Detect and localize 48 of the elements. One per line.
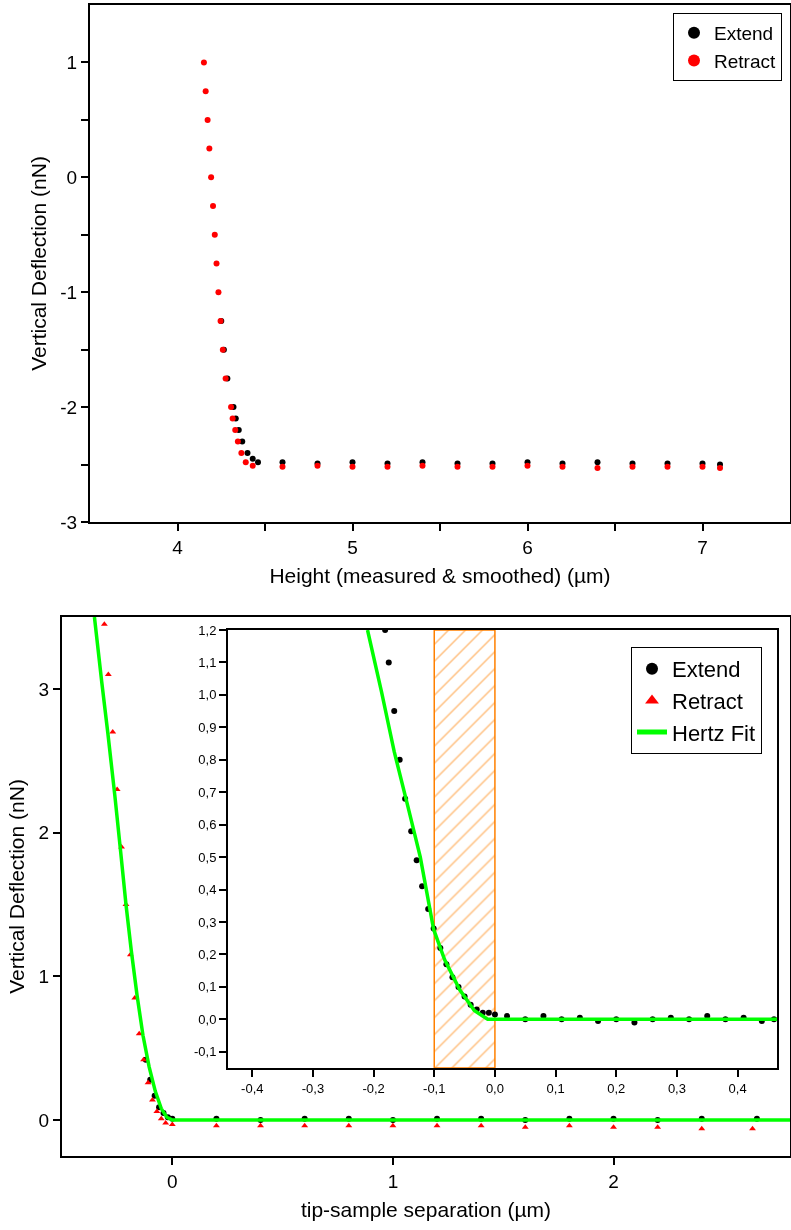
y-tick-label: -1 (60, 281, 78, 303)
x-tick-label: 4 (172, 536, 184, 558)
y-tick-label: 0 (66, 166, 78, 188)
y-tick-label: -2 (60, 396, 78, 418)
x-tick-label: 0,3 (667, 1080, 686, 1096)
x-tick-label: -0,1 (423, 1080, 446, 1096)
legend-label: Retract (714, 50, 776, 72)
x-tick-label: 0,2 (607, 1080, 626, 1096)
y-axis-title: Vertical Deflection (nN) (26, 156, 50, 371)
y-tick-label: 2 (38, 822, 50, 844)
y-axis-title: Vertical Deflection (nN) (5, 779, 29, 994)
y-tick-label: 1,0 (198, 687, 217, 703)
y-tick-label: 0,0 (198, 1011, 217, 1027)
x-tick-label: 2 (608, 1170, 619, 1192)
x-tick-label: -0,4 (241, 1080, 264, 1096)
legend-label: Extend (672, 657, 741, 683)
y-tick-label: 0,1 (198, 979, 217, 995)
x-tick-label: 6 (522, 536, 533, 558)
x-tick-label: 1 (387, 1170, 399, 1192)
y-tick-label: 0 (38, 1109, 50, 1131)
x-tick-label: -0,3 (301, 1080, 325, 1096)
y-tick-label: 0,4 (198, 882, 217, 898)
y-tick-label: 1 (66, 52, 78, 74)
y-tick-label: -3 (60, 511, 78, 533)
y-tick-label: 0,3 (198, 914, 217, 930)
x-tick-label: 0,4 (728, 1080, 747, 1096)
x-tick-label: 5 (347, 536, 358, 558)
x-tick-label: -0,2 (362, 1080, 385, 1096)
y-tick-label: 0,7 (198, 784, 217, 800)
x-tick-label: 0 (167, 1170, 178, 1192)
y-tick-label: 0,9 (198, 719, 217, 735)
y-tick-label: 1,2 (198, 622, 217, 638)
x-axis-title: Height (measured & smoothed) (µm) (269, 564, 611, 588)
x-tick-label: 0,0 (485, 1080, 504, 1096)
y-tick-label: 1,1 (198, 654, 217, 670)
x-tick-label: 0,1 (546, 1080, 565, 1096)
y-tick-label: 0,2 (198, 946, 217, 962)
y-tick-label: 0,6 (198, 817, 217, 833)
legend-label: Extend (714, 23, 774, 45)
x-axis-title: tip-sample separation (µm) (300, 1198, 552, 1222)
legend-label: Retract (672, 688, 743, 714)
y-tick-label: 0,8 (198, 752, 217, 768)
legend-label: Hertz Fit (672, 720, 756, 746)
y-tick-label: 3 (38, 678, 50, 700)
y-tick-label: 1 (38, 965, 50, 987)
x-tick-label: 7 (697, 536, 708, 558)
y-tick-label: 0,5 (198, 849, 217, 865)
y-tick-label: -0,1 (193, 1044, 217, 1060)
